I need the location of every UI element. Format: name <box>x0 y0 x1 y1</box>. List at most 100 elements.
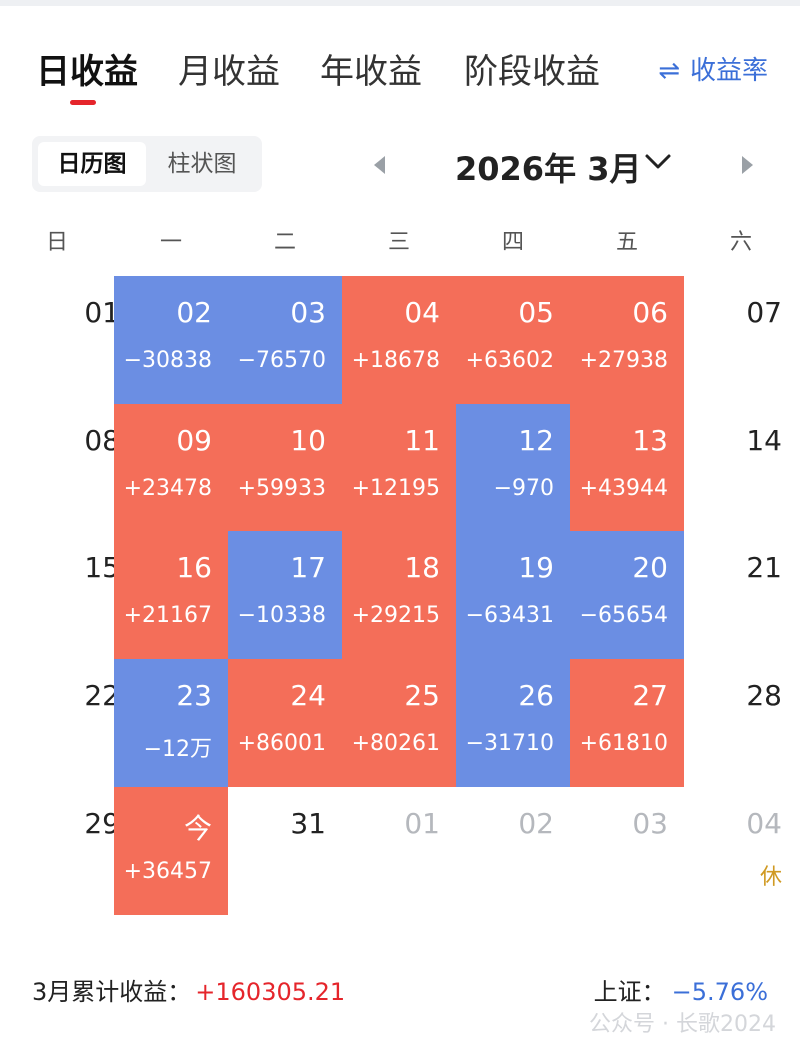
day-number: 28 <box>746 679 782 712</box>
calendar-day-cell[interactable]: 02 −30838 <box>114 276 228 404</box>
day-number: 09 <box>176 424 212 457</box>
day-number: 31 <box>290 807 326 840</box>
calendar-day-cell[interactable]: 12 −970 <box>456 404 570 532</box>
tab-monthly-return[interactable]: 月收益 <box>178 52 280 92</box>
calendar-day-cell[interactable]: 18 +29215 <box>342 531 456 659</box>
weekday-label: 一 <box>159 230 182 255</box>
calendar-day-cell[interactable]: 16 +21167 <box>114 531 228 659</box>
daily-return-value: +27938 <box>579 348 668 373</box>
return-rate-label: 收益率 <box>689 56 768 86</box>
day-number: 24 <box>290 679 326 712</box>
day-number: 今 <box>183 812 212 845</box>
calendar-day-cell[interactable]: 今 +36457 <box>114 787 228 915</box>
calendar-day-cell[interactable]: 04 +18678 <box>342 276 456 404</box>
day-number: 03 <box>290 296 326 329</box>
daily-return-value: +86001 <box>237 731 326 756</box>
daily-return-value: +80261 <box>351 731 440 756</box>
day-number: 02 <box>176 296 212 329</box>
calendar-day-cell[interactable]: 01 <box>342 787 456 915</box>
calendar-day-cell[interactable]: 31 <box>228 787 342 915</box>
day-number: 06 <box>632 296 668 329</box>
day-number: 17 <box>290 551 326 584</box>
weekday-label: 三 <box>387 230 410 255</box>
tab-daily-return[interactable]: 日收益 <box>36 52 138 92</box>
daily-return-value: −31710 <box>465 731 554 756</box>
day-number: 03 <box>632 807 668 840</box>
daily-return-value: +36457 <box>123 859 212 884</box>
calendar-day-cell[interactable]: 09 +23478 <box>114 404 228 532</box>
calendar-day-cell[interactable]: 19 −63431 <box>456 531 570 659</box>
day-number: 07 <box>746 296 782 329</box>
day-number: 23 <box>176 679 212 712</box>
day-number: 19 <box>518 551 554 584</box>
prev-month-icon[interactable] <box>368 150 392 180</box>
calendar-day-cell[interactable]: 24 +86001 <box>228 659 342 787</box>
day-number: 25 <box>404 679 440 712</box>
day-number: 14 <box>746 424 782 457</box>
calendar-day-cell[interactable]: 10 +59933 <box>228 404 342 532</box>
calendar-day-cell[interactable]: 03 <box>570 787 684 915</box>
weekday-label: 五 <box>615 230 638 255</box>
calendar-day-cell[interactable]: 11 +12195 <box>342 404 456 532</box>
watermark: 公众号 · 长歌2024 <box>589 1012 776 1037</box>
day-number: 02 <box>518 807 554 840</box>
calendar-day-cell[interactable]: 04 休 <box>684 787 798 915</box>
month-title[interactable]: 2026年 3月 <box>455 150 642 188</box>
cumulative-return-value: +160305.21 <box>195 978 346 1006</box>
weekday-label: 日 <box>45 230 68 255</box>
daily-return-value: −10338 <box>237 603 326 628</box>
day-number: 20 <box>632 551 668 584</box>
index-label: 上证： <box>593 978 666 1006</box>
daily-return-value: +12195 <box>351 476 440 501</box>
daily-return-value: −12万 <box>143 737 212 762</box>
calendar-day-cell[interactable]: 14 <box>684 404 798 532</box>
calendar-day-cell[interactable]: 13 +43944 <box>570 404 684 532</box>
calendar-day-cell[interactable]: 03 −76570 <box>228 276 342 404</box>
calendar-view-button[interactable]: 日历图 <box>38 142 146 186</box>
weekday-label: 二 <box>273 230 296 255</box>
day-number: 04 <box>404 296 440 329</box>
return-rate-toggle[interactable]: ⇌ 收益率 <box>658 50 768 87</box>
day-number: 26 <box>518 679 554 712</box>
daily-return-value: −76570 <box>237 348 326 373</box>
day-number: 10 <box>290 424 326 457</box>
daily-return-value: +18678 <box>351 348 440 373</box>
calendar-day-cell[interactable]: 02 <box>456 787 570 915</box>
calendar-day-cell[interactable]: 28 <box>684 659 798 787</box>
view-mode-switch: 日历图 柱状图 <box>32 136 262 192</box>
daily-return-value: −65654 <box>579 603 668 628</box>
index-value: −5.76% <box>671 978 768 1006</box>
weekday-label: 四 <box>501 230 524 255</box>
calendar-day-cell[interactable]: 27 +61810 <box>570 659 684 787</box>
calendar-day-cell[interactable]: 17 −10338 <box>228 531 342 659</box>
daily-return-value: −970 <box>493 476 554 501</box>
chevron-down-icon[interactable] <box>643 150 673 174</box>
cumulative-return: 3月累计收益： +160305.21 <box>32 972 345 1007</box>
daily-return-value: +29215 <box>351 603 440 628</box>
active-tab-indicator <box>70 100 96 105</box>
swap-arrows-icon: ⇌ <box>658 56 680 86</box>
day-number: 05 <box>518 296 554 329</box>
calendar-day-cell[interactable]: 06 +27938 <box>570 276 684 404</box>
tab-yearly-return[interactable]: 年收益 <box>320 52 422 92</box>
daily-return-value: +61810 <box>579 731 668 756</box>
calendar-day-cell[interactable]: 26 −31710 <box>456 659 570 787</box>
tab-period-return[interactable]: 阶段收益 <box>464 52 600 92</box>
bar-chart-view-button[interactable]: 柱状图 <box>167 151 237 177</box>
period-tabs: 日收益 月收益 年收益 阶段收益 ⇌ 收益率 <box>0 40 800 110</box>
day-number: 16 <box>176 551 212 584</box>
weekday-label: 六 <box>729 230 752 255</box>
daily-return-value: −30838 <box>123 348 212 373</box>
calendar-day-cell[interactable]: 21 <box>684 531 798 659</box>
daily-return-value: +63602 <box>465 348 554 373</box>
calendar-day-cell[interactable]: 05 +63602 <box>456 276 570 404</box>
calendar-day-cell[interactable]: 25 +80261 <box>342 659 456 787</box>
next-month-icon[interactable] <box>735 150 759 180</box>
day-number: 11 <box>404 424 440 457</box>
daily-return-value: −63431 <box>465 603 554 628</box>
calendar-day-cell[interactable]: 20 −65654 <box>570 531 684 659</box>
daily-return-value: +43944 <box>579 476 668 501</box>
daily-return-value: +21167 <box>123 603 212 628</box>
calendar-day-cell[interactable]: 23 −12万 <box>114 659 228 787</box>
calendar-day-cell[interactable]: 07 <box>684 276 798 404</box>
